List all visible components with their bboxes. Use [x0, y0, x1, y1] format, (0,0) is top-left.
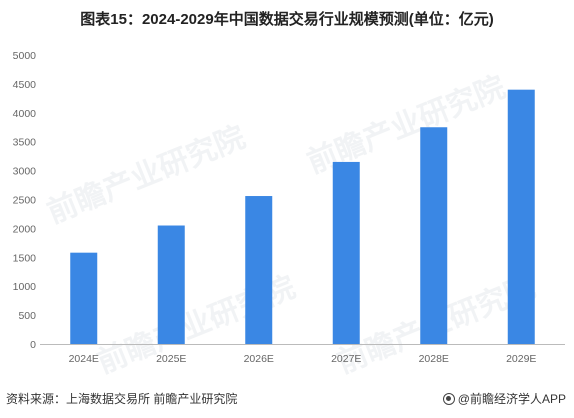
brand-label: @前瞻经济学人APP: [442, 390, 566, 407]
y-tick-label: 4500: [13, 79, 37, 91]
y-tick-label: 1500: [13, 252, 37, 264]
x-tick-label: 2029E: [506, 353, 536, 365]
y-tick-label: 0: [30, 339, 36, 351]
x-tick-label: 2025E: [156, 353, 186, 365]
brand-logo-icon: [442, 393, 455, 405]
y-tick-label: 3500: [13, 137, 37, 149]
x-axis: 2024E 2025E 2026E 2027E 2028E 2029E: [69, 353, 537, 365]
bar-2029E: [507, 89, 535, 345]
x-tick-label: 2028E: [419, 353, 449, 365]
y-axis: 0 500 1000 1500 2000 2500 3000 3500 4000 4500 5000: [13, 50, 37, 351]
chart-title: 图表15：2024-2029年中国数据交易行业规模预测(单位：亿元): [80, 11, 494, 28]
y-tick-label: 3000: [13, 166, 37, 178]
chart-area: 0 500 1000 1500 2000 2500 3000 3500 4000 4500 5000…: [0, 40, 574, 376]
bar-2024E: [70, 252, 98, 344]
y-tick-label: 4000: [13, 108, 37, 120]
bar-2027E: [332, 161, 360, 344]
bars: [70, 89, 535, 345]
y-tick-label: 2000: [13, 223, 37, 235]
bar-2026E: [245, 196, 273, 344]
bar-2025E: [157, 225, 185, 344]
source-note: 资料来源：上海数据交易所 前瞻产业研究院: [6, 392, 238, 406]
brand-text: @前瞻经济学人APP: [457, 392, 566, 406]
bar-chart: 0 500 1000 1500 2000 2500 3000 3500 4000 4500 5000…: [13, 50, 565, 365]
bar-2028E: [420, 127, 448, 344]
y-tick-label: 5000: [13, 50, 37, 62]
x-tick-label: 2024E: [69, 353, 99, 365]
x-tick-label: 2027E: [331, 353, 361, 365]
y-tick-label: 500: [18, 310, 36, 322]
y-tick-label: 2500: [13, 195, 37, 207]
x-tick-label: 2026E: [244, 353, 274, 365]
y-tick-label: 1000: [13, 281, 37, 293]
